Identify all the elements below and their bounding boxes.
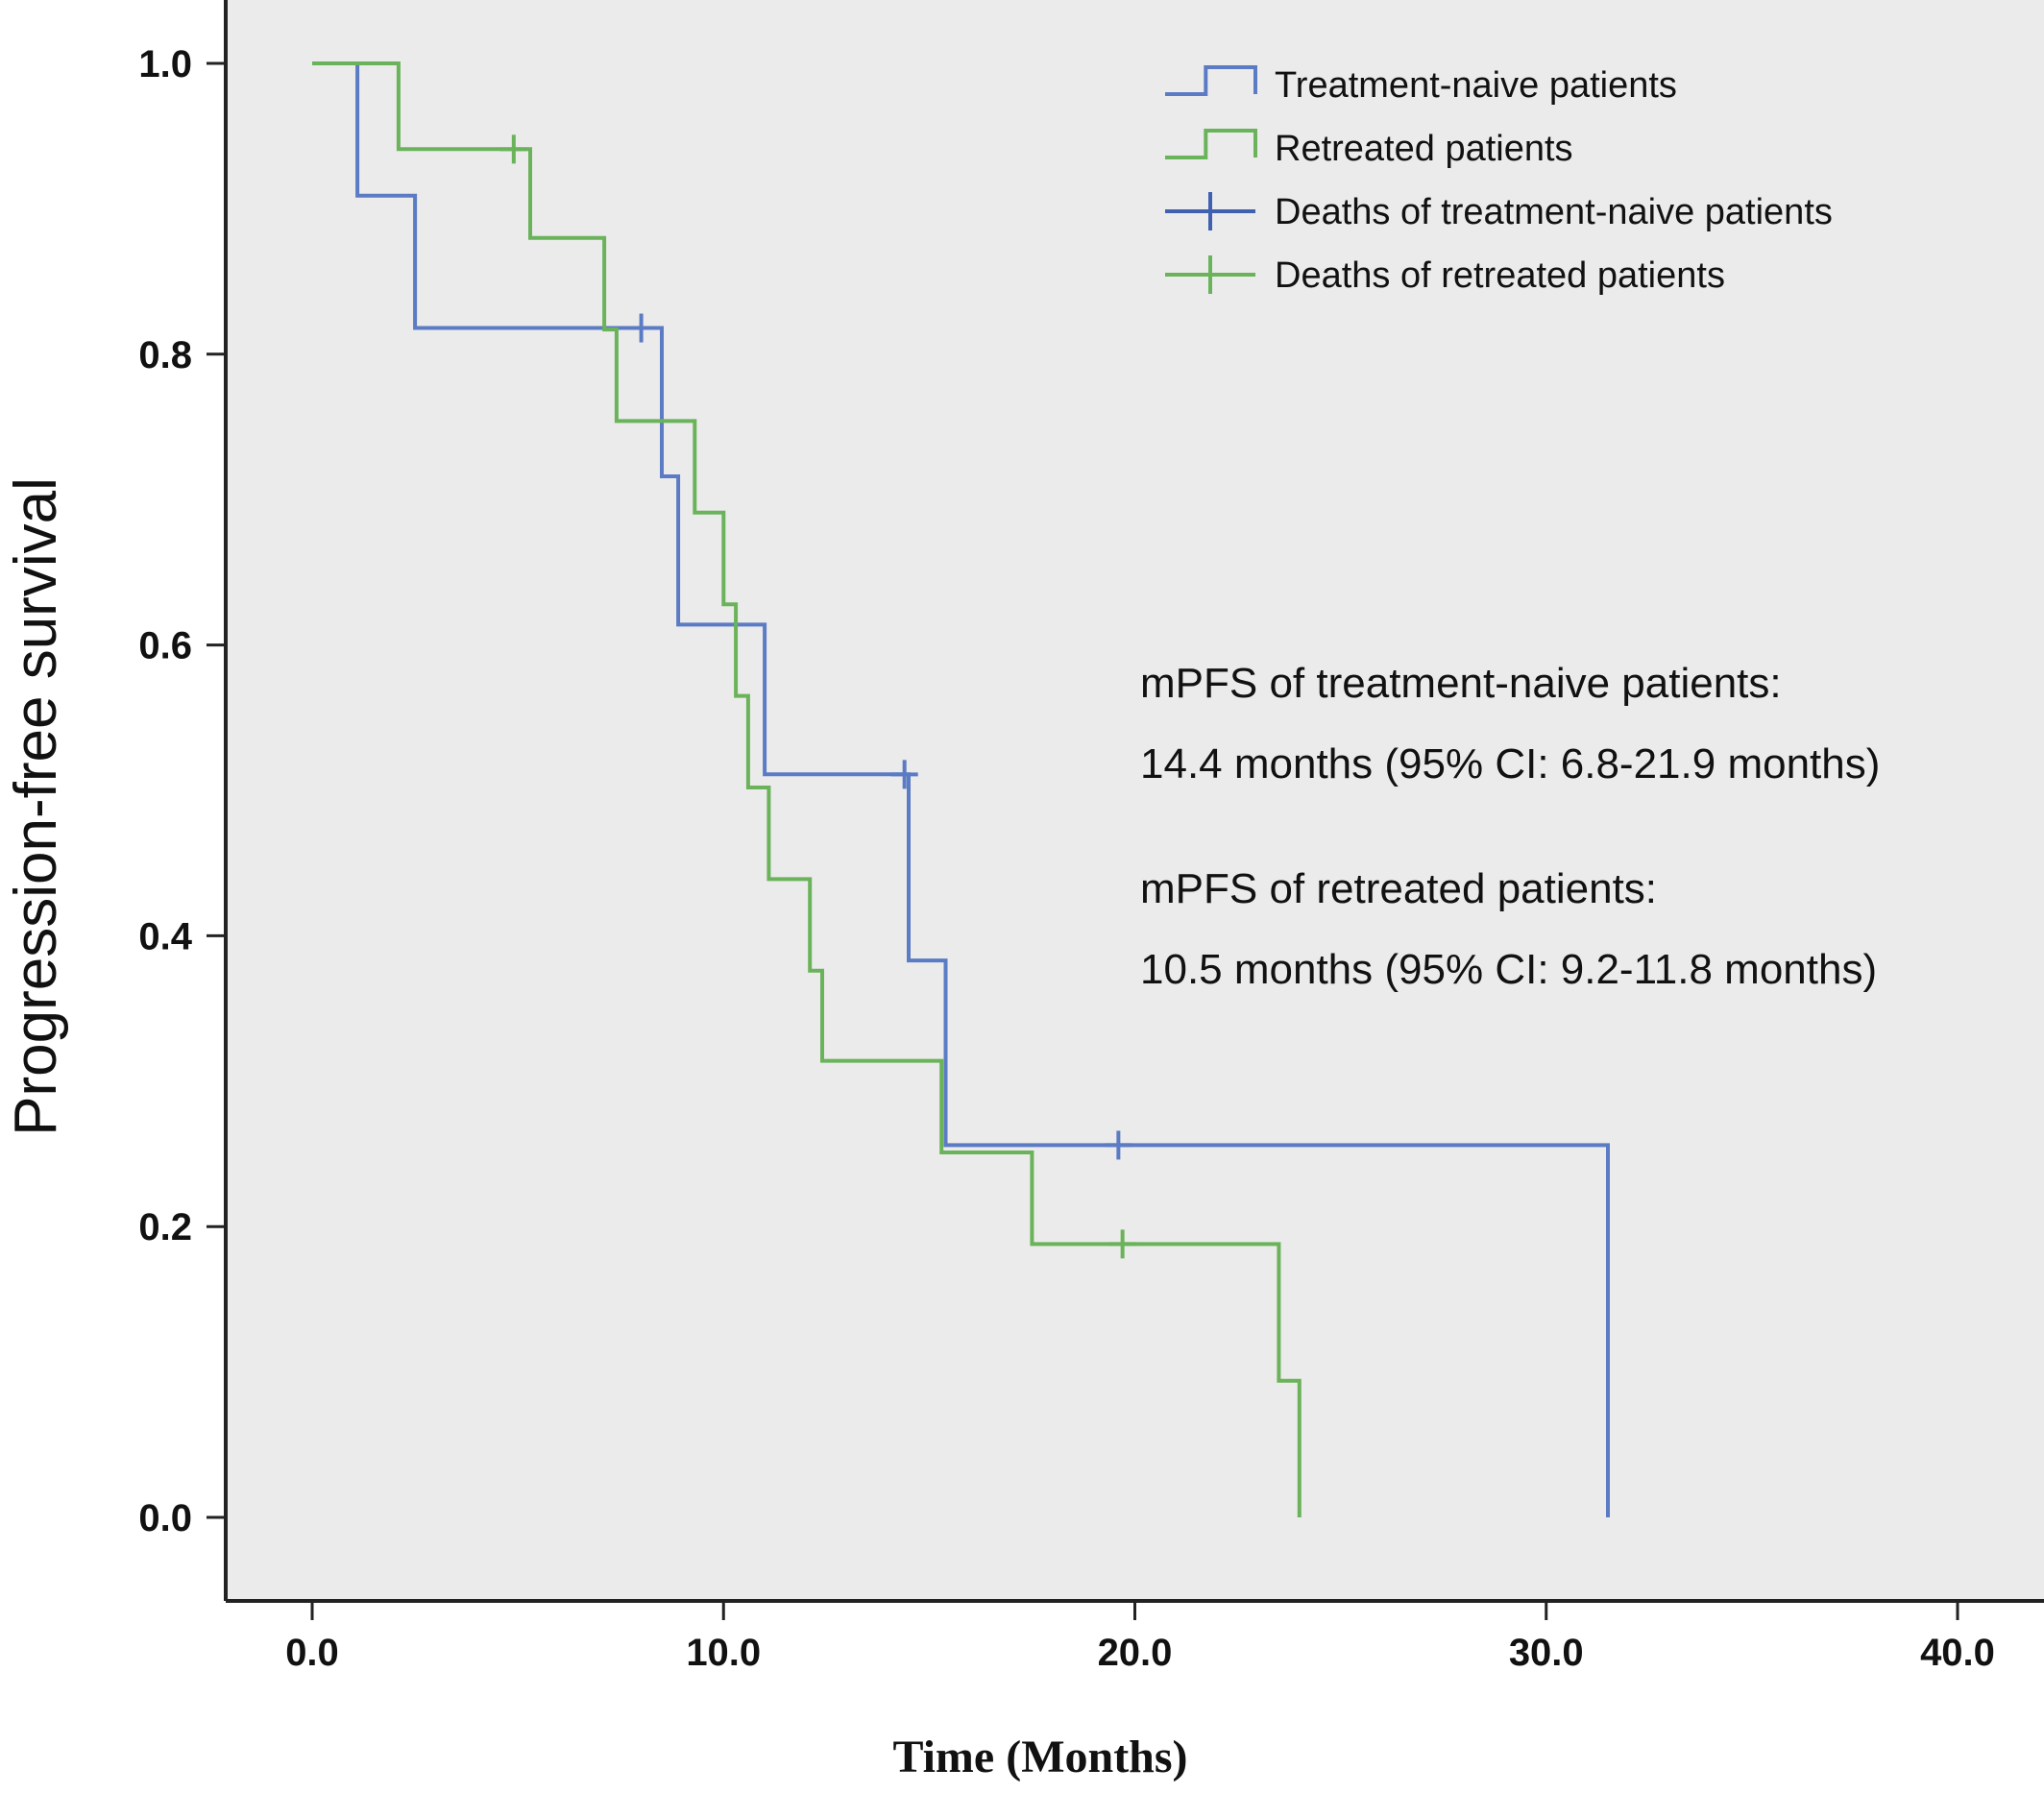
series-line-treatment-naive — [312, 61, 1610, 1517]
legend-label: Deaths of treatment-naive patients — [1275, 192, 1833, 232]
series-line-retreated — [312, 61, 1302, 1517]
x-ticks: 0.0 10.0 20.0 30.0 40.0 — [285, 1601, 1995, 1674]
y-tick-label: 1.0 — [138, 43, 192, 85]
legend-step-symbol — [1165, 129, 1257, 159]
annotations: mPFS of treatment-naive patients: 14.4 mo… — [1140, 660, 1880, 993]
plot-area — [226, 0, 2044, 1601]
x-tick-label: 30.0 — [1509, 1632, 1584, 1674]
x-tick-label: 20.0 — [1098, 1632, 1173, 1674]
mpfs-annotation: 14.4 months (95% CI: 6.8-21.9 months) — [1140, 740, 1880, 787]
y-axis-title: Progression-free survival — [3, 477, 69, 1136]
legend: Treatment-naive patients Retreated patien… — [1165, 65, 1833, 296]
y-tick-label: 0.6 — [138, 625, 192, 667]
y-tick-label: 0.0 — [138, 1497, 192, 1539]
series-layer — [312, 61, 1610, 1517]
legend-step-symbol — [1165, 65, 1257, 96]
mpfs-annotation: mPFS of retreated patients: — [1140, 865, 1657, 912]
legend-label: Treatment-naive patients — [1275, 65, 1677, 106]
y-ticks: 0.0 0.2 0.4 0.6 0.8 1.0 — [138, 43, 226, 1539]
legend-label: Deaths of retreated patients — [1275, 255, 1725, 296]
mpfs-annotation: mPFS of treatment-naive patients: — [1140, 660, 1782, 707]
legend-label: Retreated patients — [1275, 129, 1573, 169]
mpfs-annotation: 10.5 months (95% CI: 9.2-11.8 months) — [1140, 946, 1877, 993]
x-tick-label: 0.0 — [285, 1632, 339, 1674]
x-tick-label: 10.0 — [686, 1632, 761, 1674]
y-tick-label: 0.4 — [138, 915, 192, 957]
y-tick-label: 0.2 — [138, 1206, 192, 1248]
x-tick-label: 40.0 — [1920, 1632, 1995, 1674]
y-tick-label: 0.8 — [138, 334, 192, 376]
x-axis-title: Time (Months) — [892, 1732, 1187, 1782]
